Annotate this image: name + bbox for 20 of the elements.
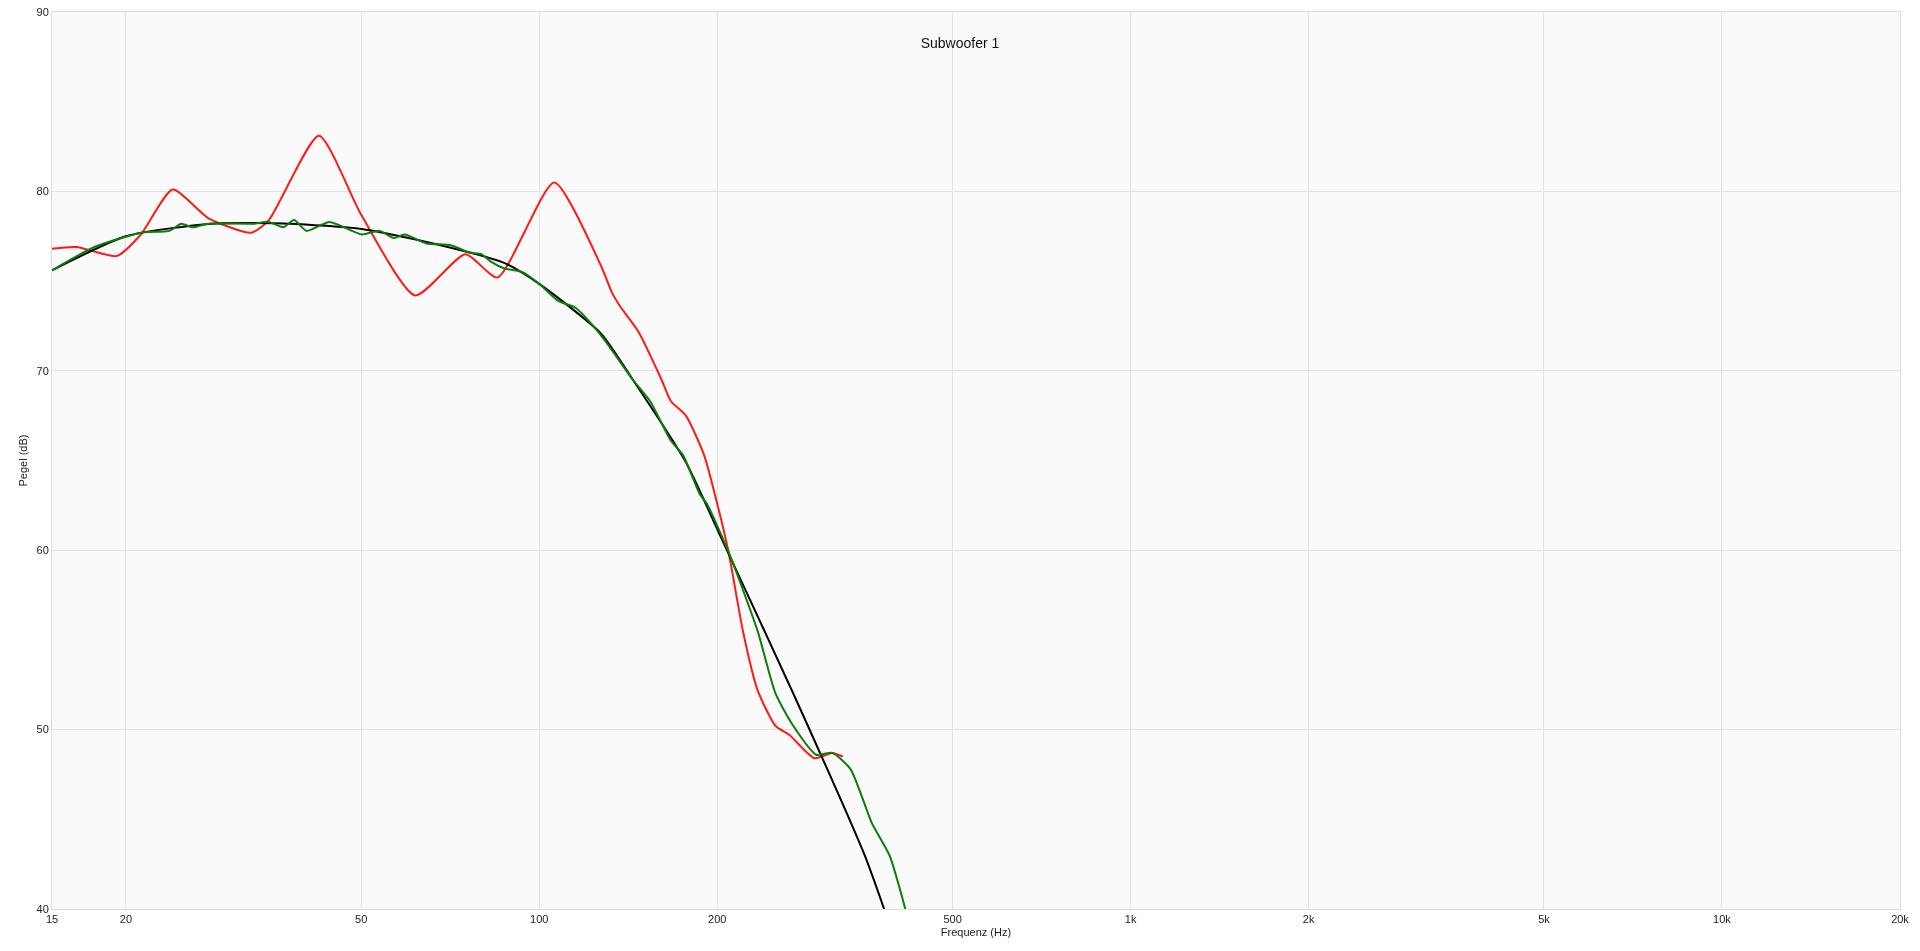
y-tick-label: 60 xyxy=(36,544,49,557)
x-tick-label: 1k xyxy=(1124,913,1137,926)
x-axis-title: Frequenz (Hz) xyxy=(940,926,1012,939)
x-tick-label: 20 xyxy=(119,913,133,926)
y-tick-label: 80 xyxy=(36,185,49,198)
y-tick-label: 50 xyxy=(36,723,49,736)
x-tick-label: 20k xyxy=(1891,913,1910,926)
x-tick-label: 5k xyxy=(1538,913,1551,926)
text: Subwoofer 1 xyxy=(920,34,1000,51)
y-tick-label: 40 xyxy=(36,902,49,915)
x-tick-label: 100 xyxy=(530,913,549,926)
x-tick-label: 2k xyxy=(1302,913,1315,926)
x-tick-label: 50 xyxy=(355,913,368,926)
x-tick-label: 500 xyxy=(943,913,962,926)
x-tick-label: 15 xyxy=(45,913,59,926)
x-tick-label: 200 xyxy=(708,913,727,926)
y-axis-title: Pegel (dB) xyxy=(17,434,30,487)
x-tick-label: 10k xyxy=(1713,913,1732,926)
y-tick-label: 70 xyxy=(36,364,49,377)
y-tick-label: 90 xyxy=(36,5,49,18)
